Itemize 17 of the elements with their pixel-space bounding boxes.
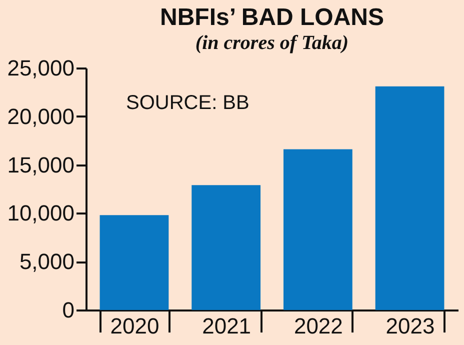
y-tick-label: 5,000 <box>19 249 74 274</box>
annotation: SOURCE: BB <box>126 92 250 114</box>
y-tick-label: 0 <box>62 298 74 322</box>
y-tick-label: 10,000 <box>7 200 74 226</box>
x-tick-label: 2020 <box>110 314 160 338</box>
bar <box>375 86 444 310</box>
x-tick-label: 2021 <box>202 314 252 338</box>
y-tick-label: 15,000 <box>7 152 74 178</box>
y-tick-label: 20,000 <box>7 104 74 129</box>
y-tick-label: 25,000 <box>7 56 74 80</box>
bar <box>283 149 352 310</box>
chart-subtitle: (in crores of Taka) <box>195 32 349 54</box>
bar <box>100 215 169 310</box>
bar <box>192 185 261 310</box>
x-tick-label: 2023 <box>386 314 435 338</box>
chart-title: NBFIs’ BAD LOANS <box>160 4 384 31</box>
x-tick-label: 2022 <box>294 314 343 338</box>
